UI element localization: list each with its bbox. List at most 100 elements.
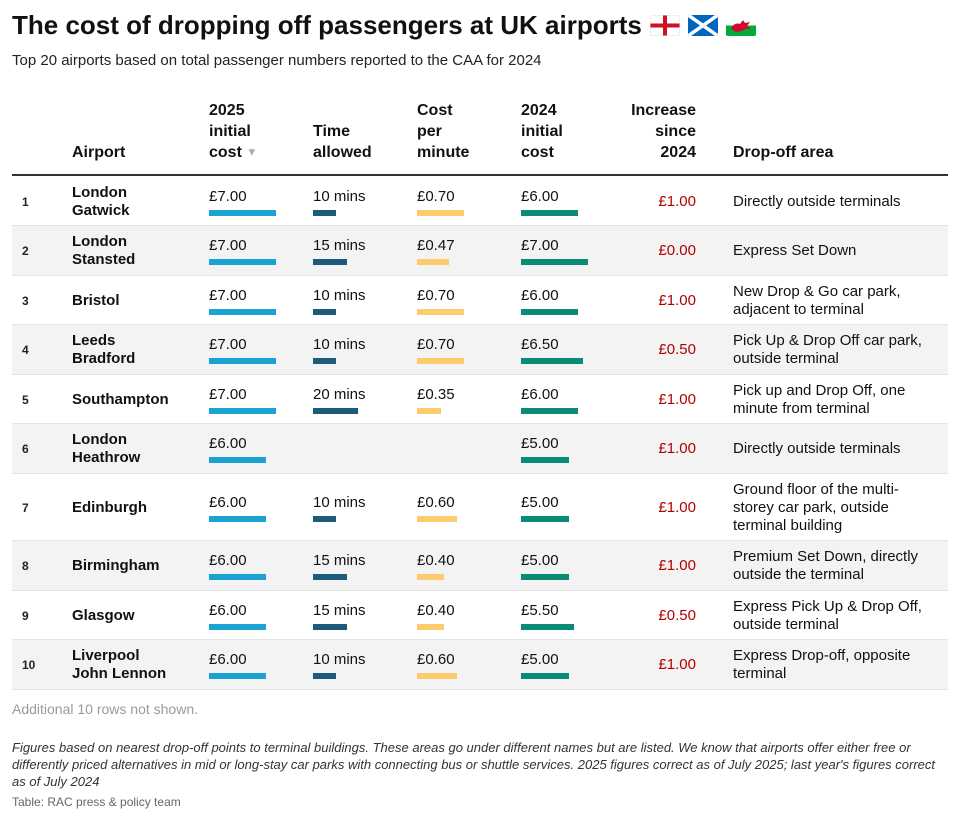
cost-2024-value: £6.00 <box>521 187 559 205</box>
cost-per-minute-bar <box>417 209 464 216</box>
airport-name: Edinburgh <box>72 498 147 516</box>
cost-per-minute-value: £0.70 <box>417 336 455 353</box>
row-rank: 7 <box>22 500 29 515</box>
dropoff-area: Directly outside terminals <box>733 440 901 457</box>
cost-per-minute-value: £0.40 <box>417 552 455 569</box>
airport-name: Liverpool John Lennon <box>72 647 167 682</box>
time-allowed-value: 10 mins <box>313 336 366 353</box>
increase-value: £1.00 <box>658 440 696 457</box>
header-dropoff-area[interactable]: Drop-off area <box>733 144 834 161</box>
cost-2025-bar <box>209 515 266 522</box>
wales-flag-icon <box>725 15 756 36</box>
cost-2025-bar <box>209 574 266 580</box>
increase-value: £1.00 <box>658 656 696 673</box>
airport-name: London Heathrow <box>72 431 141 466</box>
header-cost-per-minute[interactable]: Cost per minute <box>417 102 470 161</box>
time-allowed-value: 10 mins <box>313 651 366 668</box>
dropoff-area: Ground floor of the multi-storey car par… <box>733 480 899 534</box>
cost-2025-value: £6.00 <box>209 552 247 569</box>
airport-name: Leeds Bradford <box>72 332 136 367</box>
cost-2024-value: £5.00 <box>521 552 559 569</box>
cost-2025-value: £7.00 <box>209 286 247 304</box>
header-increase[interactable]: Increase since 2024 <box>631 102 696 161</box>
increase-value: £1.00 <box>658 390 696 408</box>
table-row: 9 Glasgow £6.00 15 mins £0.40 £5.50 £0.50 Expre… <box>12 591 948 640</box>
cost-2024-value: £5.50 <box>521 601 559 619</box>
cost-2024-value: £5.00 <box>521 651 559 668</box>
cost-2024-bar <box>521 259 588 265</box>
cost-per-minute-value: £0.47 <box>417 237 455 254</box>
cost-2025-value: £7.00 <box>209 187 247 205</box>
dropoff-area: New Drop & Go car park, adjacent to termi… <box>733 282 901 318</box>
row-rank: 2 <box>22 244 29 258</box>
cost-per-minute-bar <box>417 515 457 522</box>
cost-2025-bar <box>209 259 276 265</box>
cost-2025-value: £6.00 <box>209 651 247 668</box>
header-cost-2024[interactable]: 2024 initial cost <box>521 102 563 161</box>
increase-value: £1.00 <box>658 192 696 210</box>
cost-2024-bar <box>521 515 569 522</box>
table-row: 10 Liverpool John Lennon £6.00 10 mins £0.60 £… <box>12 640 948 690</box>
title-text: The cost of dropping off passengers at U… <box>12 10 642 40</box>
increase-value: £1.00 <box>658 557 696 574</box>
increase-value: £0.00 <box>658 242 696 259</box>
cost-per-minute-value: £0.40 <box>417 601 455 619</box>
cost-per-minute-bar <box>417 673 457 679</box>
source-credit: Table: RAC press & policy team <box>12 795 181 809</box>
cost-2024-bar <box>521 308 578 315</box>
airport-name: Glasgow <box>72 606 135 624</box>
table-row: 8 Birmingham £6.00 15 mins £0.40 £5.00 £1.00 Pr… <box>12 541 948 591</box>
cost-2025-value: £7.00 <box>209 336 247 353</box>
dropoff-area: Pick Up & Drop Off car park, outside term… <box>733 332 922 367</box>
cost-2025-value: £6.00 <box>209 493 247 511</box>
cost-per-minute-value: £0.70 <box>417 286 455 304</box>
time-allowed-bar <box>313 623 347 630</box>
cost-2024-bar <box>521 574 569 580</box>
time-allowed-value: 10 mins <box>313 286 366 304</box>
cost-2025-bar <box>209 308 276 315</box>
england-flag-icon <box>649 15 680 36</box>
cost-per-minute-bar <box>417 358 464 364</box>
header-cost-2025[interactable]: 2025 initial cost ▼ <box>209 101 258 161</box>
header-time-allowed[interactable]: Time allowed <box>313 123 372 161</box>
cost-2024-bar <box>521 623 574 630</box>
cost-2024-bar <box>521 407 578 414</box>
more-rows-note: Additional 10 rows not shown. <box>12 701 198 717</box>
time-allowed-bar <box>313 209 336 216</box>
cost-2024-value: £6.00 <box>521 385 559 403</box>
time-allowed-bar <box>313 358 336 364</box>
cost-2025-bar <box>209 407 276 414</box>
table-row: 6 London Heathrow £6.00 £5.00 £1.00 Directly o… <box>12 424 948 474</box>
row-rank: 9 <box>22 608 29 623</box>
row-rank: 8 <box>22 559 29 573</box>
increase-value: £1.00 <box>658 498 696 516</box>
cost-2025-bar <box>209 623 266 630</box>
row-rank: 5 <box>22 392 29 407</box>
cost-per-minute-bar <box>417 259 449 265</box>
cost-2024-bar <box>521 457 569 463</box>
dropoff-area: Directly outside terminals <box>733 192 901 210</box>
time-allowed-value: 20 mins <box>313 385 366 403</box>
header-airport[interactable]: Airport <box>72 144 126 161</box>
time-allowed-value: 15 mins <box>313 237 366 254</box>
table-row: 2 London Stansted £7.00 15 mins £0.47 £7.00 £0.… <box>12 226 948 276</box>
airport-name: Birmingham <box>72 557 160 574</box>
cost-per-minute-bar <box>417 407 441 414</box>
sort-desc-icon[interactable]: ▼ <box>246 146 258 158</box>
dropoff-area: Premium Set Down, directly outside the te… <box>733 548 919 583</box>
cost-per-minute-value: £0.60 <box>417 651 455 668</box>
row-rank: 3 <box>22 293 29 308</box>
time-allowed-value: 15 mins <box>313 601 366 619</box>
subtitle: Top 20 airports based on total passenger… <box>12 52 542 69</box>
cost-2024-bar <box>521 673 569 679</box>
time-allowed-value: 10 mins <box>313 187 366 205</box>
cost-2024-bar <box>521 358 583 364</box>
dropoff-area: Express Drop-off, opposite terminal <box>733 647 911 682</box>
time-allowed-bar <box>313 574 347 580</box>
table-row: 4 Leeds Bradford £7.00 10 mins £0.70 £6.50 £0.5… <box>12 325 948 375</box>
cost-2025-value: £7.00 <box>209 385 247 403</box>
cost-2024-bar <box>521 209 578 216</box>
dropoff-area: Express Pick Up & Drop Off, outside termi… <box>733 597 922 633</box>
row-rank: 6 <box>22 442 29 456</box>
cost-2024-value: £6.50 <box>521 336 559 353</box>
